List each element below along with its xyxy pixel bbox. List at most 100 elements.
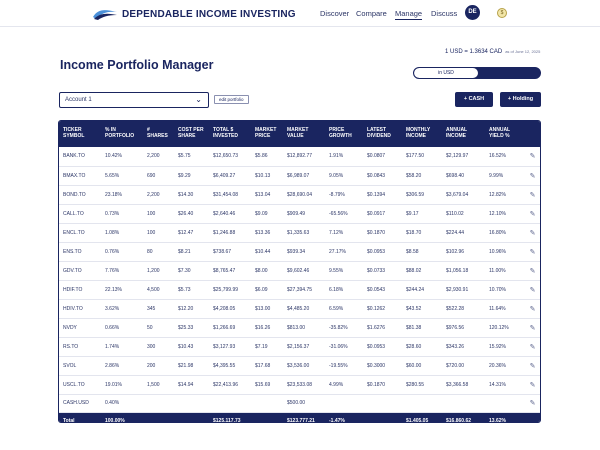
cash-row[interactable]: CASH.USD 0.40% $500.00 ✎ [59,394,540,413]
portfolio-table: TICKER SYMBOL% IN PORTFOLIO # SHARES COST PER… [58,120,541,423]
table-cell: $0.0807 [363,147,402,167]
table-cell: 0.40% [101,394,143,413]
brand-name: DEPENDABLE INCOME INVESTING [122,8,296,20]
table-row[interactable]: ENS.TO 0.76% 80 $8.21 $738.67 $10.44 $939.34 27… [59,242,540,262]
table-cell: $26.40 [174,204,209,224]
column-header-text: GROWTH [329,133,352,139]
pencil-icon[interactable]: ✎ [523,242,540,262]
table-row[interactable]: NVDY 0.66% 50 $25.33 $1,266.69 $16.26 $813.00-… [59,318,540,338]
pencil-icon[interactable]: ✎ [523,147,540,167]
table-row[interactable]: BMAX.TO 5.65% 690 $9.29 $6,409.27 $10.13 $6,98… [59,166,540,186]
table-cell: 2.86% [101,356,143,376]
table-cell: $3,536.00 [283,356,325,376]
table-cell: $0.1870 [363,223,402,243]
table-cell: ENCL.TO [59,223,101,243]
table-cell [442,394,485,413]
column-header-text: COST PER [178,127,204,133]
pencil-icon[interactable]: ✎ [523,318,540,338]
table-row[interactable]: HDIF.TO 22.13% 4,500 $5.73 $25,799.99 $6.09 $2… [59,280,540,300]
table-cell: $15.69 [251,375,283,395]
nav-discover[interactable]: Discover [320,9,350,18]
table-row[interactable]: BOND.TO 23.18% 2,200 $14.30 $31,454.08 $13.04… [59,185,540,205]
table-cell [485,394,523,413]
pencil-icon[interactable]: ✎ [523,261,540,281]
coin-icon[interactable]: $ [497,8,507,18]
table-row[interactable]: SVOL 2.86% 200 $21.98 $4,395.55 $17.68 $3,536.… [59,356,540,376]
table-cell: $21.98 [174,356,209,376]
pencil-icon[interactable]: ✎ [523,394,540,413]
column-header[interactable]: PRICE GROWTH [325,121,363,147]
column-header-text: # [147,127,150,133]
table-cell: 11.00% [485,261,523,281]
column-header-text: SHARE [178,133,196,139]
table-cell: $9,602.46 [283,261,325,281]
account-select[interactable]: Account 1 ⌄ [59,92,209,108]
account-select-value: Account 1 [65,97,92,103]
column-header[interactable]: ANNUAL INCOME [442,121,485,147]
table-cell: $10.43 [174,337,209,357]
add-cash-button[interactable]: + CASH [455,92,493,107]
currency-toggle-usd[interactable]: in USD [414,68,478,78]
table-cell: $738.67 [209,242,251,262]
table-cell: -65.56% [325,204,363,224]
pencil-icon[interactable]: ✎ [523,280,540,300]
table-cell: $12,650.73 [209,147,251,167]
column-header[interactable]: MONTHLY INCOME [402,121,442,147]
table-cell: 100 [143,204,174,224]
table-cell: $22,413.96 [209,375,251,395]
table-cell: 4.99% [325,375,363,395]
table-cell: 690 [143,166,174,186]
pencil-icon[interactable]: ✎ [523,337,540,357]
column-header[interactable]: ANNUAL YIELD % [485,121,523,147]
column-header[interactable]: % IN PORTFOLIO [101,121,143,147]
pencil-icon[interactable]: ✎ [523,375,540,395]
pencil-icon[interactable]: ✎ [523,166,540,186]
table-row[interactable]: CALL.TO 0.73% 100 $26.40 $2,640.46 $9.09 $909.… [59,204,540,224]
exchange-rate: 1 USD = 1.3634 CAD as of June 12, 2025 [445,49,540,55]
nav-compare[interactable]: Compare [356,9,387,18]
table-row[interactable]: GDV.TO 7.76% 1,200 $7.30 $8,765.47 $8.00 $9,60… [59,261,540,281]
pencil-icon[interactable]: ✎ [523,299,540,319]
table-row[interactable]: USCL.TO 19.01% 1,500 $14.94 $22,413.96 $15.69… [59,375,540,395]
nav-manage[interactable]: Manage [395,9,423,20]
table-cell: $23,533.08 [283,375,325,395]
pencil-icon[interactable]: ✎ [523,223,540,243]
table-cell: $25.33 [174,318,209,338]
total-invested: $125,117.73 [209,412,251,422]
table-cell: $10.13 [251,166,283,186]
column-header[interactable]: TOTAL $ INVESTED [209,121,251,147]
table-cell: 345 [143,299,174,319]
column-header-text: SYMBOL [63,133,85,139]
table-cell: $10.44 [251,242,283,262]
column-header[interactable]: LATEST DIVIDEND [363,121,402,147]
nav-discuss[interactable]: Discuss [431,9,458,18]
pencil-icon[interactable]: ✎ [523,204,540,224]
column-header[interactable]: COST PER SHARE [174,121,209,147]
edit-portfolio-button[interactable]: edit portfolio [214,95,249,104]
column-header-text: MONTHLY [406,127,431,133]
table-row[interactable]: BANK.TO 10.42% 2,200 $5.75 $12,650.73 $5.86 $1… [59,147,540,167]
add-holding-button[interactable]: + Holding [500,92,541,107]
pencil-icon[interactable]: ✎ [523,185,540,205]
pencil-icon[interactable]: ✎ [523,356,540,376]
table-cell: 15.92% [485,337,523,357]
total-monthly-income: $1,405.05 [402,412,442,422]
table-row[interactable]: ENCL.TO 1.08% 100 $12.47 $1,246.88 $13.36 $1,3… [59,223,540,243]
column-header[interactable]: MARKET VALUE [283,121,325,147]
column-header-text: TICKER [63,127,82,133]
table-cell: $8.58 [402,242,442,262]
column-header-text: MARKET [255,127,277,133]
user-avatar[interactable]: DE [465,5,480,20]
table-cell: CASH.USD [59,394,101,413]
column-header[interactable]: # SHARES [143,121,174,147]
table-cell: $1,056.18 [442,261,485,281]
table-cell: 1,500 [143,375,174,395]
table-row[interactable]: HDIV.TO 3.62% 345 $12.20 $4,208.05 $13.00 $4,4… [59,299,540,319]
currency-toggle[interactable]: in USD [413,67,541,79]
table-cell: $9.17 [402,204,442,224]
column-header[interactable]: MARKET PRICE [251,121,283,147]
brand-logo[interactable]: DEPENDABLE INCOME INVESTING [92,6,296,22]
column-header[interactable]: TICKER SYMBOL [59,121,101,147]
table-row[interactable]: RS.TO 1.74% 300 $10.43 $3,127.93 $7.19 $2,156.… [59,337,540,357]
table-cell: $13.36 [251,223,283,243]
